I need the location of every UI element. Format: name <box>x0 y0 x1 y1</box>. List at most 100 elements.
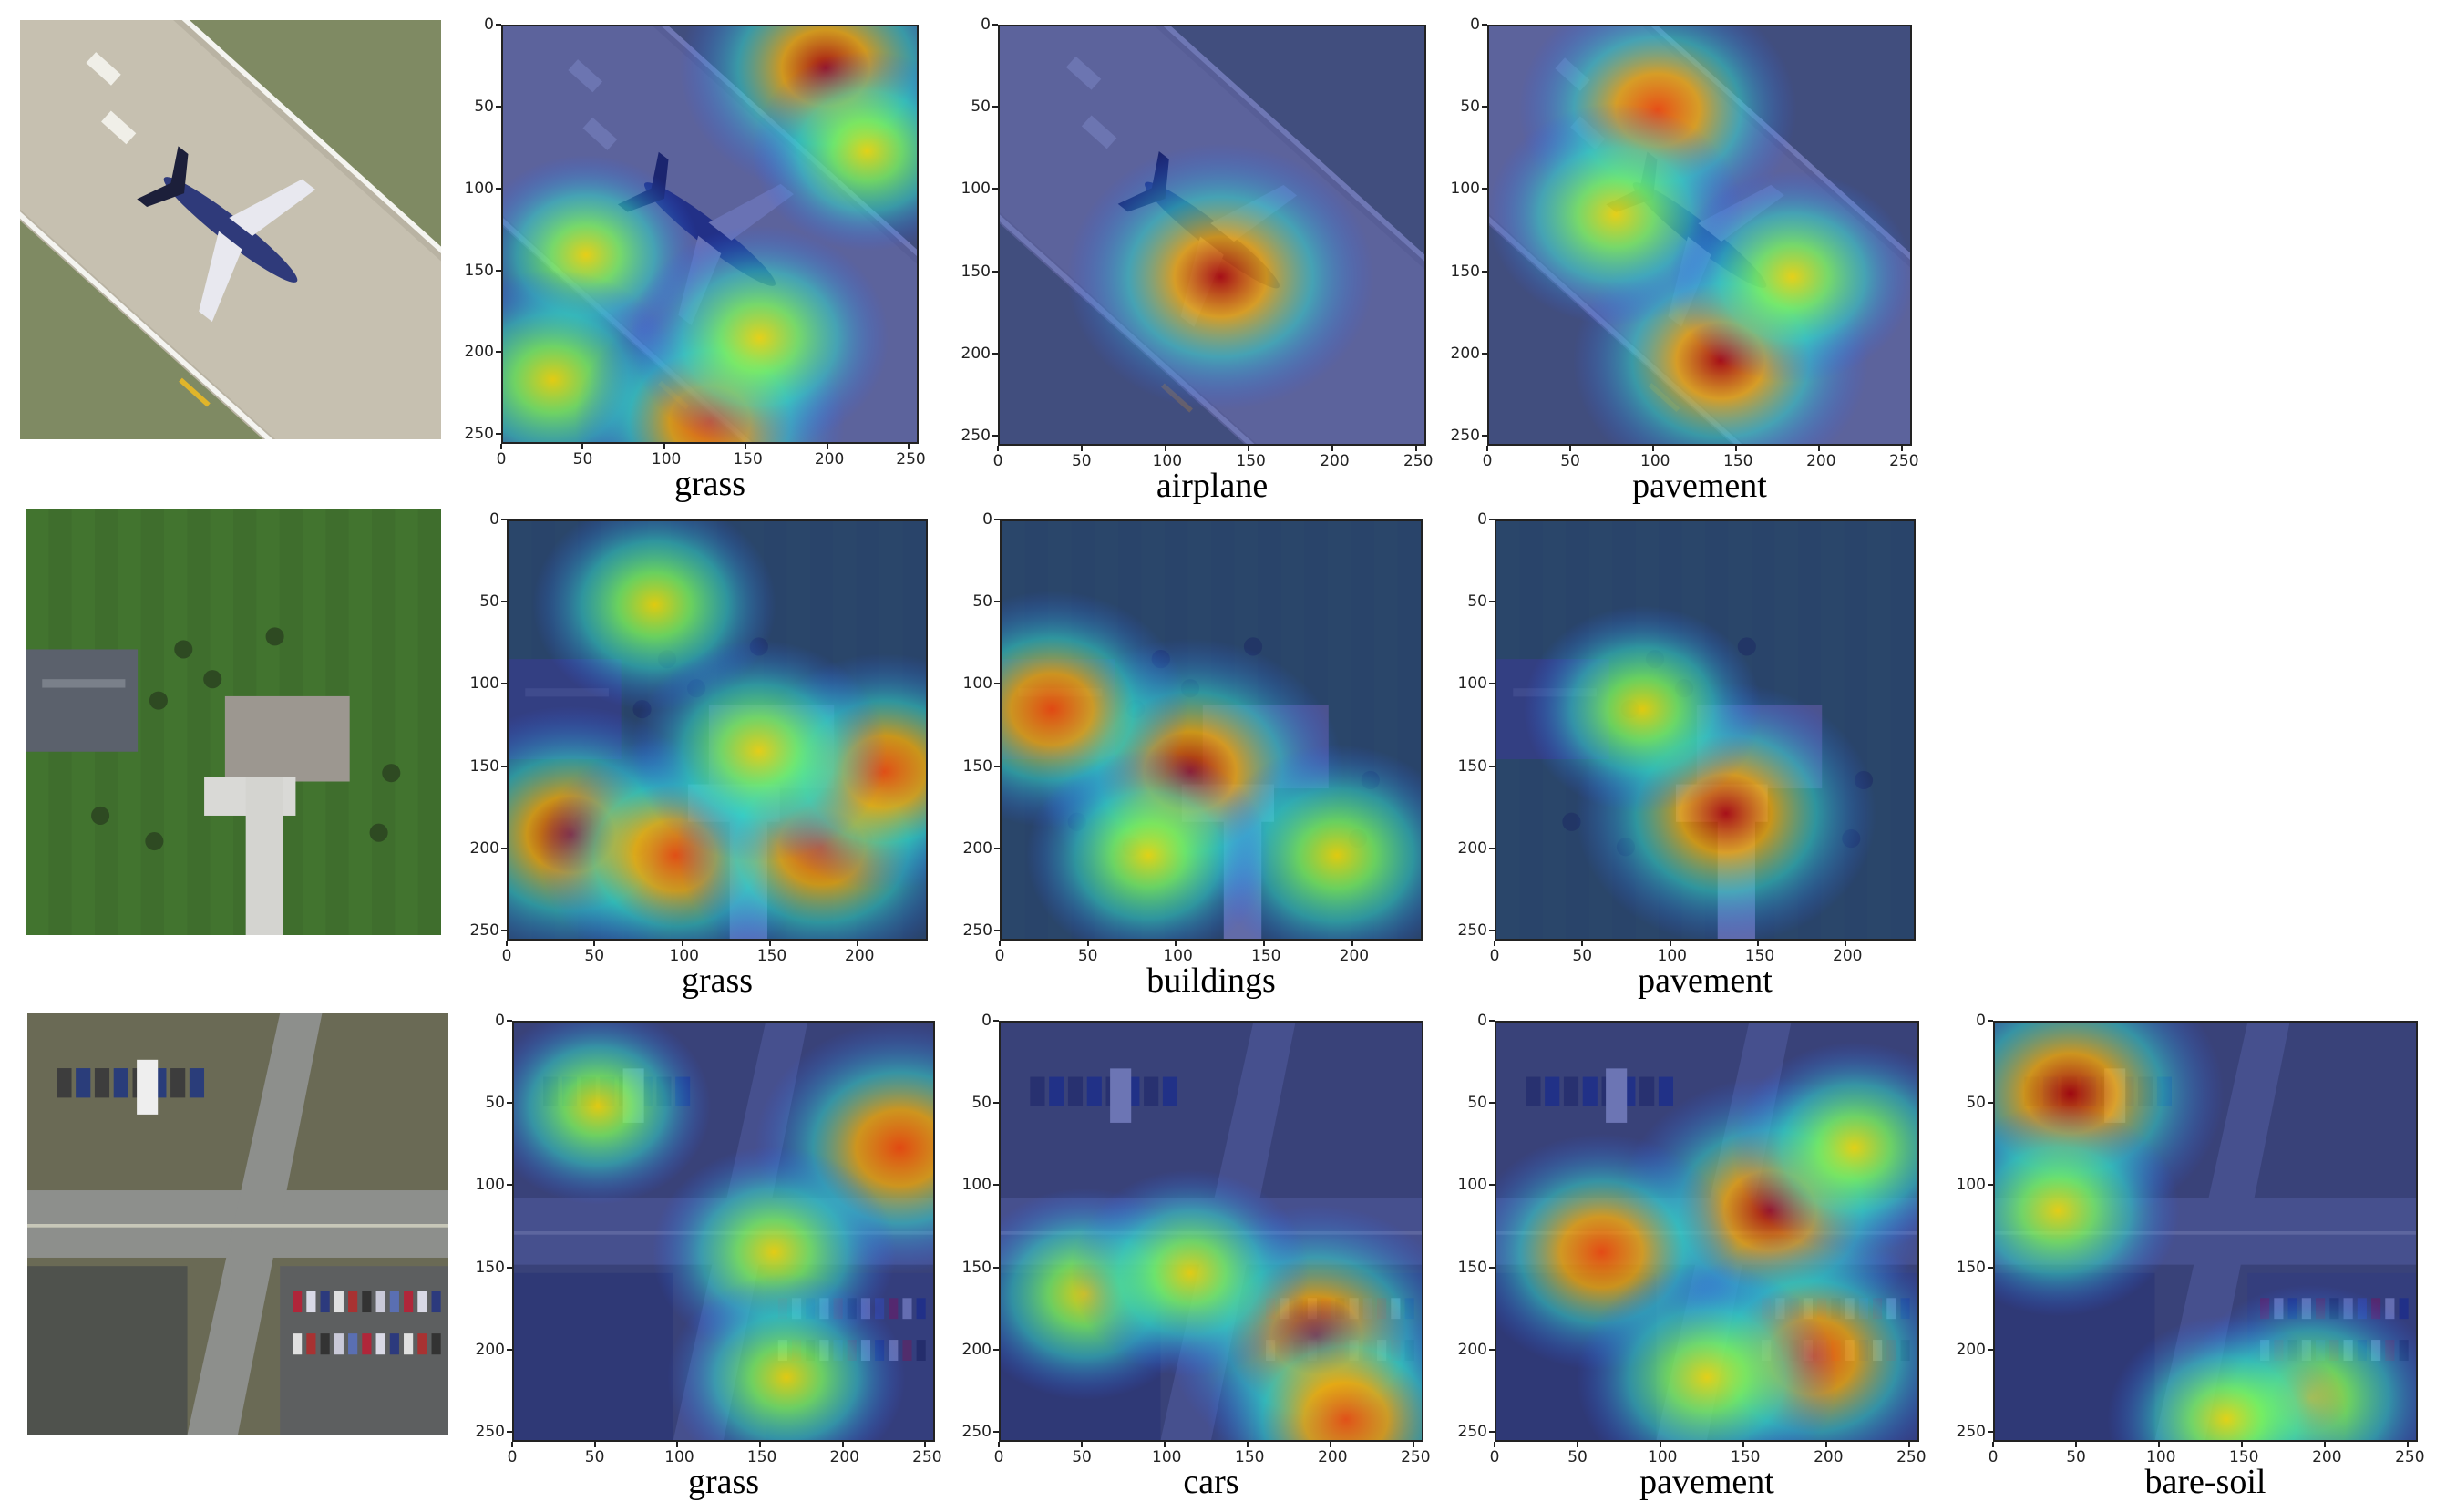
car <box>362 1333 372 1355</box>
x-tick-label: 100 <box>669 947 699 965</box>
aerial-image <box>20 20 441 439</box>
car <box>431 1291 441 1313</box>
taxi-marking <box>179 377 211 407</box>
x-tick-mark <box>663 444 665 449</box>
heatmap-overlay <box>1496 1023 1917 1440</box>
x-tick-label: 150 <box>1731 1448 1761 1466</box>
x-tick-label: 150 <box>1235 1448 1265 1466</box>
y-tick-label: 50 <box>971 1094 992 1113</box>
y-tick-mark <box>496 187 501 190</box>
y-tick-mark <box>993 1266 999 1269</box>
mowing-stripe <box>395 509 418 935</box>
x-tick-mark <box>745 444 747 449</box>
trailer <box>137 1059 159 1115</box>
heatmap-activation <box>752 50 917 252</box>
x-tick-label: 200 <box>1339 947 1370 965</box>
x-tick-mark <box>1494 1442 1495 1447</box>
caption-grass: grass <box>681 962 754 1000</box>
y-tick-label: 200 <box>1450 344 1480 363</box>
y-tick-label: 100 <box>961 180 991 199</box>
heatmap-activation <box>1523 605 1762 813</box>
airplane-wing <box>229 179 316 236</box>
x-tick-label: 50 <box>1572 947 1593 965</box>
heatmap-overlay <box>509 521 926 939</box>
y-tick-label: 0 <box>1477 1012 1487 1030</box>
house-roof <box>26 649 139 752</box>
x-tick-mark <box>1756 941 1759 946</box>
x-tick-label: 50 <box>1560 452 1580 470</box>
x-tick-label: 200 <box>1318 1448 1348 1466</box>
x-tick-label: 0 <box>1489 947 1500 965</box>
x-tick-mark <box>1164 446 1166 451</box>
x-tick-mark <box>1081 1442 1084 1447</box>
x-tick-label: 0 <box>993 1448 1004 1466</box>
heatmap-plot-area <box>507 519 928 941</box>
x-tick-mark <box>1414 446 1417 451</box>
input-image-airplane-runway <box>20 20 441 439</box>
x-tick-mark <box>841 1442 844 1447</box>
x-tick-mark <box>1901 446 1904 451</box>
car <box>417 1291 427 1313</box>
car <box>417 1333 427 1355</box>
x-tick-label: 200 <box>814 450 845 468</box>
y-tick-mark <box>1489 1348 1495 1351</box>
tree <box>265 627 284 646</box>
y-tick-label: 0 <box>1477 510 1487 529</box>
roof-ridge <box>42 679 126 688</box>
caption-pavement: pavement <box>1632 467 1767 505</box>
vehicle <box>113 1068 128 1098</box>
x-tick-label: 100 <box>1640 452 1670 470</box>
heatmap-plot-area <box>998 25 1426 446</box>
x-tick-mark <box>2407 1442 2410 1447</box>
x-tick-label: 100 <box>1657 947 1687 965</box>
y-tick-label: 150 <box>464 261 494 280</box>
heatmap-activation <box>1576 1263 1838 1440</box>
tree <box>369 823 388 842</box>
x-tick-label: 150 <box>733 450 763 468</box>
x-tick-label: 0 <box>1489 1448 1500 1466</box>
y-tick-label: 0 <box>982 510 992 529</box>
x-tick-label: 0 <box>994 947 1005 965</box>
y-tick-mark <box>993 1020 999 1022</box>
airplane-tail <box>137 146 189 207</box>
x-tick-label: 50 <box>1567 1448 1588 1466</box>
heatmap-plot-area <box>1000 519 1423 941</box>
vehicle <box>170 1068 186 1098</box>
x-tick-mark <box>1494 941 1495 946</box>
y-tick-mark <box>1988 1348 1993 1351</box>
car <box>320 1291 330 1313</box>
x-tick-mark <box>581 444 584 449</box>
y-tick-label: 0 <box>489 510 499 529</box>
x-tick-mark <box>1735 446 1738 451</box>
heatmap-overlay <box>503 26 917 442</box>
x-tick-mark <box>681 941 683 946</box>
x-tick-mark <box>1351 941 1353 946</box>
car <box>334 1333 344 1355</box>
car <box>320 1333 330 1355</box>
y-tick-mark <box>1482 24 1487 26</box>
y-tick-label: 100 <box>1450 180 1480 199</box>
y-tick-label: 50 <box>1467 592 1487 612</box>
y-tick-label: 100 <box>961 1176 992 1195</box>
tree <box>174 640 193 659</box>
car <box>431 1333 441 1355</box>
x-tick-mark <box>758 1442 761 1447</box>
heatmap-plot-area <box>999 1021 1423 1442</box>
x-tick-label: 0 <box>507 1448 518 1466</box>
y-tick-mark <box>1489 1184 1495 1187</box>
y-tick-mark <box>1482 435 1487 437</box>
caption-airplane: airplane <box>1156 467 1269 505</box>
input-image-house-lawn <box>26 509 441 935</box>
y-tick-mark <box>507 1184 512 1187</box>
car <box>404 1333 414 1355</box>
x-tick-mark <box>1330 1442 1332 1447</box>
tree <box>91 806 110 825</box>
x-tick-label: 0 <box>496 450 507 468</box>
car <box>389 1291 399 1313</box>
y-tick-label: 50 <box>474 97 494 116</box>
x-tick-mark <box>2324 1442 2327 1447</box>
y-tick-label: 150 <box>475 1258 505 1277</box>
y-tick-label: 150 <box>962 756 992 776</box>
y-tick-label: 0 <box>495 1012 505 1030</box>
y-tick-label: 150 <box>961 1258 992 1277</box>
